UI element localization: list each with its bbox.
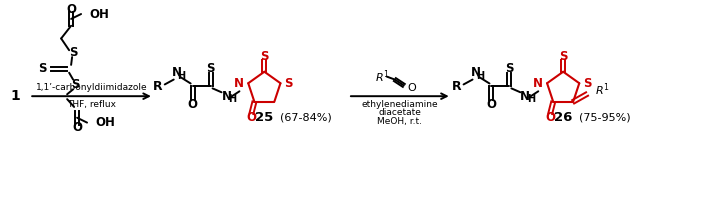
Text: R: R xyxy=(153,80,163,93)
Text: O: O xyxy=(72,121,82,134)
Text: S: S xyxy=(38,62,46,75)
Text: N: N xyxy=(221,90,232,103)
Text: S: S xyxy=(559,50,567,63)
Text: S: S xyxy=(505,62,513,75)
Text: S: S xyxy=(260,50,269,63)
Text: N: N xyxy=(520,90,530,103)
Text: O: O xyxy=(188,98,198,111)
Text: $R^1$: $R^1$ xyxy=(595,82,610,98)
Text: H: H xyxy=(476,71,484,81)
Text: 25: 25 xyxy=(255,111,274,124)
Text: S: S xyxy=(71,78,79,91)
Text: O: O xyxy=(545,111,555,124)
Text: ethylenediamine: ethylenediamine xyxy=(362,99,438,108)
Text: N: N xyxy=(172,66,182,79)
Text: 26: 26 xyxy=(554,111,572,124)
Text: N: N xyxy=(471,66,481,79)
Text: 1: 1 xyxy=(11,89,21,103)
Text: S: S xyxy=(206,62,215,75)
Text: O: O xyxy=(408,83,417,93)
Text: O: O xyxy=(66,3,76,16)
Text: MeOH, r.t.: MeOH, r.t. xyxy=(377,117,423,126)
Text: H: H xyxy=(527,94,535,104)
Text: THF, reflux: THF, reflux xyxy=(67,101,116,109)
Text: $R^1$: $R^1$ xyxy=(375,68,390,85)
Text: S: S xyxy=(284,77,293,90)
Text: (67-84%): (67-84%) xyxy=(280,113,332,123)
Text: N: N xyxy=(533,77,543,90)
Text: N: N xyxy=(234,77,245,90)
Text: (75-95%): (75-95%) xyxy=(579,113,631,123)
Text: O: O xyxy=(486,98,496,111)
Text: O: O xyxy=(247,111,257,124)
Text: diacetate: diacetate xyxy=(379,108,421,117)
Text: 1,1’-carbonyldiimidazole: 1,1’-carbonyldiimidazole xyxy=(35,83,147,92)
Text: S: S xyxy=(69,46,77,59)
Text: OH: OH xyxy=(89,7,109,20)
Text: H: H xyxy=(228,94,237,104)
Text: OH: OH xyxy=(95,116,115,129)
Text: R: R xyxy=(452,80,462,93)
Text: S: S xyxy=(584,77,592,90)
Text: H: H xyxy=(178,71,186,81)
